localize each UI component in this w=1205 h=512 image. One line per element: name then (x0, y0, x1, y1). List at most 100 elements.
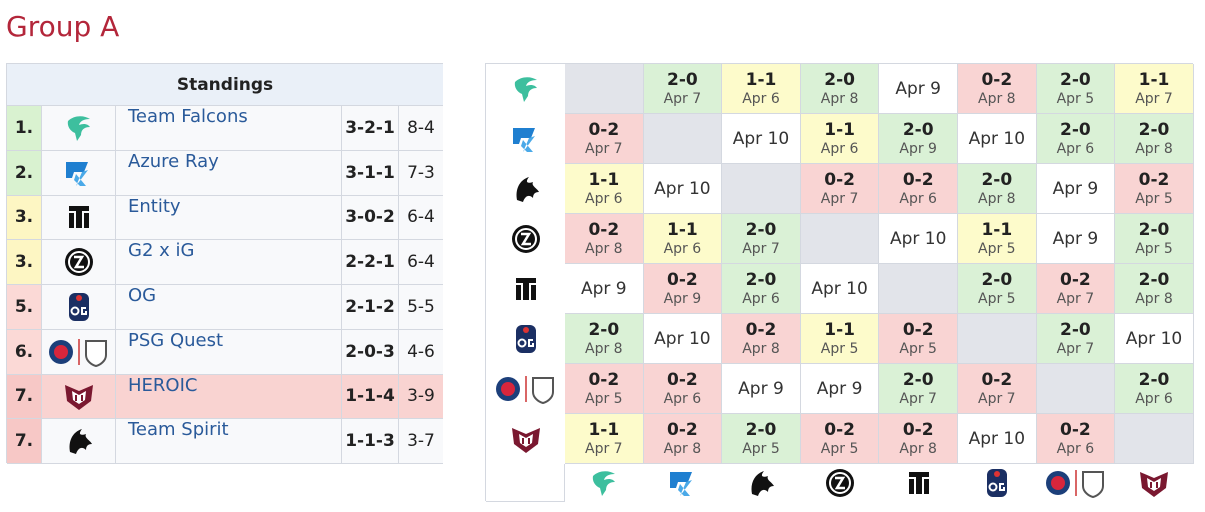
team-name[interactable]: Entity (116, 195, 342, 241)
team-name[interactable]: Azure Ray (116, 150, 342, 196)
logo-graphic (68, 292, 89, 321)
match-date: Apr 6 (1056, 140, 1095, 157)
team-logo (42, 330, 115, 374)
match-date: Apr 5 (820, 440, 859, 457)
match-date: Apr 10 (654, 328, 711, 349)
match-cell: 0-2 Apr 5 (565, 364, 644, 414)
match-date: Apr 5 (820, 340, 859, 357)
standings-row: 7. Team Spirit 1-1-3 3-7 (7, 419, 443, 464)
match-cell: 0-2 Apr 8 (879, 414, 958, 464)
team-name[interactable]: OG (116, 285, 342, 330)
logo-graphic (64, 385, 93, 411)
match-score: 0-2 (745, 319, 777, 340)
match-score: 0-2 (981, 69, 1013, 90)
self-cell (643, 114, 723, 164)
match-score: 2-0 (1060, 69, 1091, 90)
team-logo (879, 464, 958, 502)
logo-graphic (69, 429, 92, 455)
match-cell: Apr 9 (565, 264, 644, 314)
match-date: Apr 6 (663, 240, 702, 257)
match-cell: 1-1 Apr 5 (958, 214, 1037, 264)
match-score: 0-2 (588, 219, 620, 240)
match-date: Apr 8 (742, 340, 780, 357)
match-date: Apr 8 (663, 440, 702, 457)
team-name[interactable]: Team Falcons (116, 106, 342, 151)
team-logo (42, 106, 115, 150)
match-date: Apr 6 (585, 190, 623, 207)
match-date: Apr 5 (1056, 90, 1095, 107)
match-score: 1-1 (1138, 69, 1170, 90)
match-date: Apr 10 (654, 178, 711, 199)
team-logo (1115, 464, 1194, 502)
standings-row: 3. G2 x iG 2-2-1 6-4 (7, 240, 443, 285)
match-cell: Apr 10 (800, 264, 880, 314)
game-record: 3-7 (399, 419, 443, 464)
match-date: Apr 8 (1135, 290, 1173, 307)
match-date: Apr 9 (663, 290, 702, 307)
series-record: 1-1-3 (342, 419, 399, 464)
match-date: Apr 8 (585, 240, 623, 257)
team-name[interactable]: PSG Quest (116, 329, 342, 375)
game-record: 7-3 (399, 151, 443, 196)
logo-graphic (908, 472, 929, 494)
match-date: Apr 10 (968, 128, 1026, 149)
logo-graphic (495, 376, 554, 405)
match-cell: 0-2 Apr 7 (800, 164, 880, 214)
match-cell: Apr 10 (643, 314, 723, 364)
team-logo (42, 151, 115, 195)
match-cell: 0-2 Apr 5 (1115, 164, 1194, 214)
match-cell: Apr 10 (643, 164, 723, 214)
match-score: 2-0 (824, 69, 855, 90)
match-score: 1-1 (588, 169, 620, 190)
rank: 7. (7, 419, 42, 464)
match-score: 0-2 (667, 419, 698, 440)
match-cell: Apr 9 (1036, 164, 1116, 214)
match-score: 2-0 (1138, 269, 1170, 290)
match-date: Apr 7 (1135, 90, 1173, 107)
match-score: 2-0 (981, 169, 1013, 190)
match-cell: 1-1 Apr 6 (722, 64, 801, 114)
team-name[interactable]: HEROIC (116, 374, 342, 420)
match-score: 2-0 (667, 69, 698, 90)
logo-graphic (826, 469, 855, 497)
standings-table: Standings 1. Team Falcons 3-2-1 8-4 2. Azure … (6, 63, 443, 464)
rank: 2. (7, 150, 42, 196)
team-name[interactable]: Team Spirit (116, 419, 342, 464)
match-cell: 2-0 Apr 5 (722, 414, 801, 464)
standings-row: 7. HEROIC 1-1-4 3-9 (7, 374, 443, 420)
team-logo (486, 214, 565, 264)
team-logo (42, 375, 115, 419)
match-score: 2-0 (902, 119, 934, 140)
match-cell: Apr 10 (958, 114, 1037, 164)
match-cell: 2-0 Apr 8 (800, 64, 880, 114)
logo-cell (42, 150, 116, 196)
match-cell: 2-0 Apr 8 (1115, 114, 1194, 164)
match-cell: 1-1 Apr 7 (1115, 64, 1194, 114)
match-score: 2-0 (745, 269, 777, 290)
match-date: Apr 10 (811, 278, 868, 299)
team-name[interactable]: G2 x iG (116, 240, 342, 285)
match-date: Apr 7 (585, 440, 623, 457)
standings-row: 1. Team Falcons 3-2-1 8-4 (7, 106, 443, 151)
team-logo (486, 264, 565, 314)
match-score: 0-2 (824, 169, 855, 190)
self-cell (1036, 364, 1116, 414)
match-cell: 2-0 Apr 6 (722, 264, 801, 314)
game-record: 8-4 (399, 106, 443, 151)
standings-row: 6. PSG Quest 2-0-3 4-6 (7, 329, 443, 375)
series-record: 3-1-1 (342, 150, 399, 196)
match-cell: 0-2 Apr 6 (879, 164, 958, 214)
match-date: Apr 5 (899, 340, 937, 357)
match-cell: 2-0 Apr 7 (1036, 314, 1116, 364)
match-cell: 0-2 Apr 8 (565, 214, 644, 264)
match-score: 1-1 (667, 219, 698, 240)
match-cell: 0-2 Apr 7 (1036, 264, 1116, 314)
match-cell: Apr 9 (722, 364, 801, 414)
match-date: Apr 5 (742, 440, 780, 457)
match-date: Apr 7 (820, 190, 859, 207)
series-record: 2-1-2 (342, 285, 399, 330)
match-cell: Apr 9 (800, 364, 880, 414)
match-date: Apr 7 (899, 390, 937, 407)
logo-graphic (64, 248, 93, 277)
team-logo (722, 464, 801, 502)
